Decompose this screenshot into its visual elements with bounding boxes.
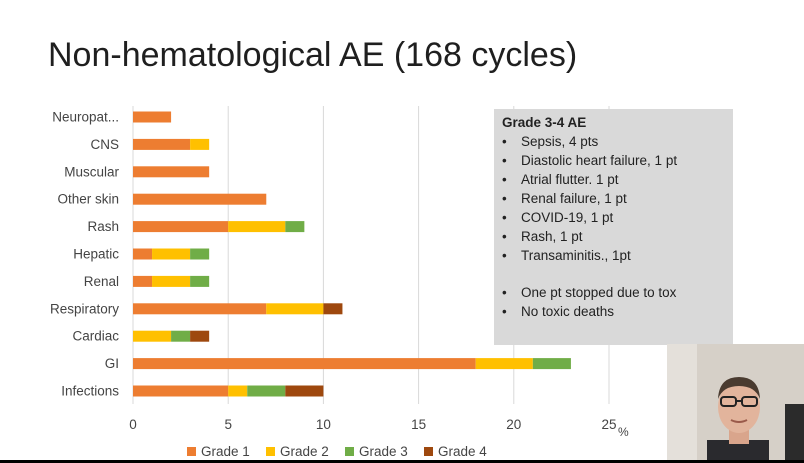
notes-item: One pt stopped due to tox <box>502 283 725 302</box>
x-tick-label: 20 <box>506 417 521 432</box>
bar-segment <box>323 303 343 315</box>
legend-swatch <box>266 447 275 456</box>
category-label: GI <box>105 356 119 371</box>
presenter-video-thumbnail <box>667 344 804 463</box>
bar-segment <box>190 248 210 260</box>
legend-label: Grade 1 <box>201 444 250 459</box>
notes-item: Rash, 1 pt <box>502 227 725 246</box>
notes-item: Transaminitis., 1pt <box>502 246 725 265</box>
category-label: Cardiac <box>72 329 119 344</box>
bar-segment <box>133 221 229 233</box>
category-label: Other skin <box>57 192 119 207</box>
category-label: Hepatic <box>73 247 119 262</box>
bar-segment <box>532 358 571 370</box>
bar-segment <box>133 193 267 205</box>
bar-segment <box>228 385 248 397</box>
bar-segment <box>285 221 305 233</box>
bar-segment <box>285 385 324 397</box>
bar-segment <box>247 385 286 397</box>
bar-segment <box>190 330 210 342</box>
bar-segment <box>475 358 533 370</box>
notes-list-summary: One pt stopped due to tox No toxic death… <box>502 283 725 321</box>
bar-segment <box>133 166 210 178</box>
grade-3-4-notes-box: Grade 3-4 AE Sepsis, 4 pts Diastolic hea… <box>494 109 733 345</box>
category-label: Rash <box>87 219 119 234</box>
bar-segment <box>133 385 229 397</box>
legend-swatch <box>345 447 354 456</box>
bar-segment <box>228 221 286 233</box>
category-label: Neuropat... <box>52 110 119 125</box>
bar-segment <box>152 248 191 260</box>
bar-segment <box>152 275 191 287</box>
x-unit-label: % <box>618 425 629 439</box>
presenter-icon <box>667 344 804 463</box>
category-label: Respiratory <box>50 301 119 316</box>
notes-item: Atrial flutter. 1 pt <box>502 170 725 189</box>
legend-swatch <box>187 447 196 456</box>
bar-segment <box>133 303 267 315</box>
category-label: Renal <box>84 274 119 289</box>
legend-swatch <box>424 447 433 456</box>
slide-title: Non-hematological AE (168 cycles) <box>48 36 578 74</box>
x-tick-label: 5 <box>224 417 232 432</box>
notes-item: Diastolic heart failure, 1 pt <box>502 151 725 170</box>
bar-segment <box>190 275 210 287</box>
x-tick-label: 25 <box>601 417 616 432</box>
notes-item: No toxic deaths <box>502 302 725 321</box>
bar-segment <box>133 275 153 287</box>
bar-segment <box>133 111 172 123</box>
legend-label: Grade 2 <box>280 444 329 459</box>
frame-edge <box>0 460 804 463</box>
bar-segment <box>266 303 324 315</box>
notes-list: Sepsis, 4 pts Diastolic heart failure, 1… <box>502 132 725 265</box>
x-tick-label: 0 <box>129 417 137 432</box>
notes-item: Renal failure, 1 pt <box>502 189 725 208</box>
bar-segment <box>133 248 153 260</box>
bar-segment <box>190 138 210 150</box>
notes-item: Sepsis, 4 pts <box>502 132 725 151</box>
legend-label: Grade 4 <box>438 444 487 459</box>
bar-segment <box>133 138 191 150</box>
notes-item: COVID-19, 1 pt <box>502 208 725 227</box>
category-label: Muscular <box>64 164 119 179</box>
bar-segment <box>133 358 476 370</box>
bar-segment <box>133 330 172 342</box>
category-label: CNS <box>90 137 119 152</box>
notes-title: Grade 3-4 AE <box>502 115 587 130</box>
category-label: Infections <box>61 384 119 399</box>
bar-segment <box>171 330 191 342</box>
legend-label: Grade 3 <box>359 444 408 459</box>
x-tick-label: 15 <box>411 417 426 432</box>
x-tick-label: 10 <box>316 417 331 432</box>
